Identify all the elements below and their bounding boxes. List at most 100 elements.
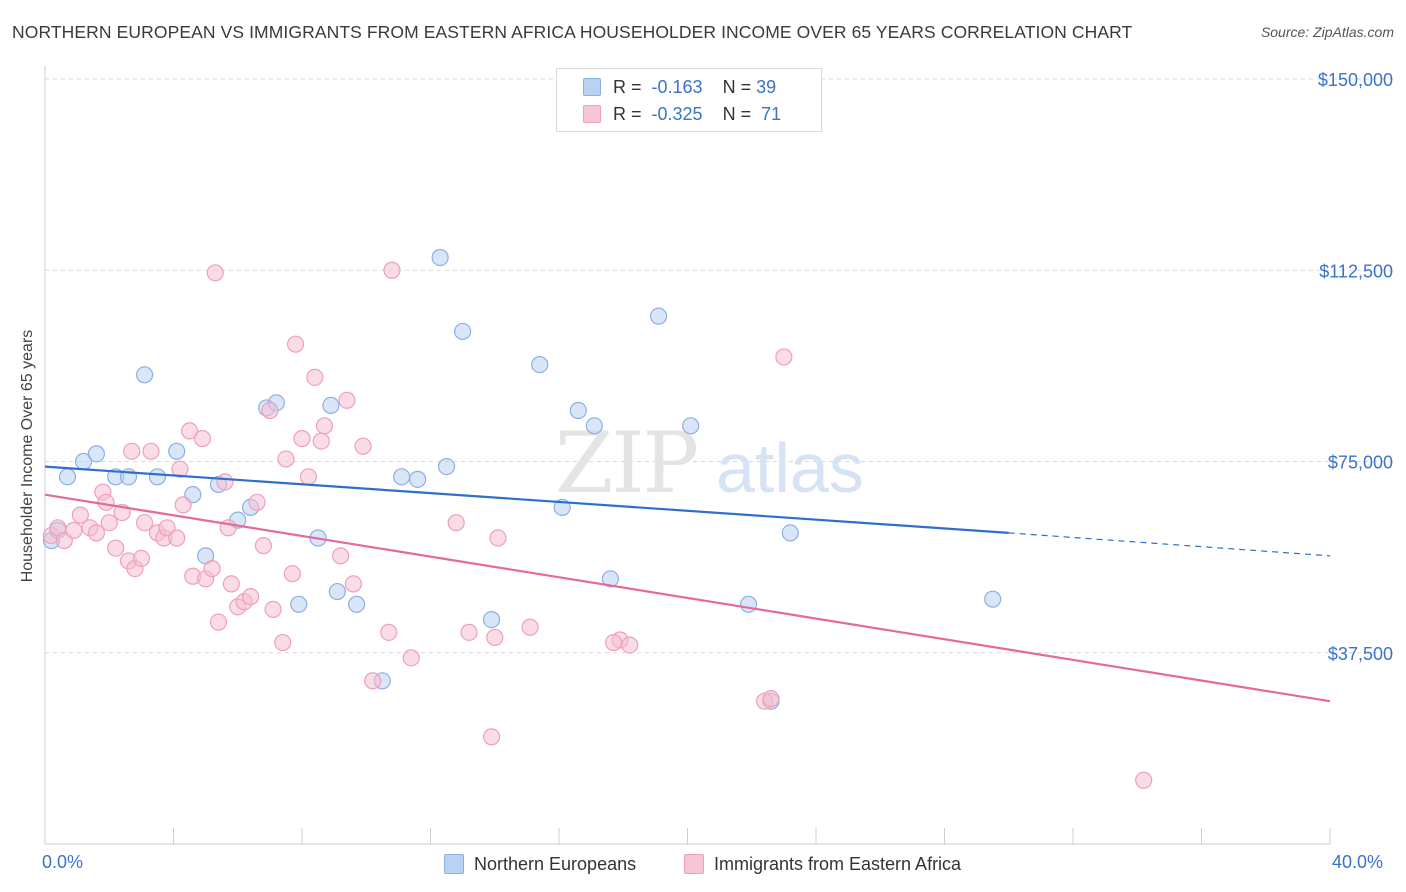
data-point-immigrants-eastern-africa xyxy=(521,618,539,636)
data-point-northern-europeans xyxy=(168,442,186,460)
data-point-immigrants-eastern-africa xyxy=(180,422,199,440)
data-point-northern-europeans xyxy=(585,417,603,435)
data-point-northern-europeans xyxy=(348,595,366,613)
data-point-immigrants-eastern-africa xyxy=(762,690,780,708)
data-point-immigrants-eastern-africa xyxy=(283,565,301,583)
data-point-northern-europeans xyxy=(739,595,758,613)
data-point-immigrants-eastern-africa xyxy=(254,537,273,555)
trend-line-immigrants-eastern-africa xyxy=(44,493,1331,703)
trend-line-northern-europeans xyxy=(44,465,1009,534)
data-point-northern-europeans xyxy=(58,468,77,486)
data-point-northern-europeans xyxy=(437,458,456,476)
data-point-immigrants-eastern-africa xyxy=(315,417,334,435)
data-point-immigrants-eastern-africa xyxy=(71,506,89,524)
data-point-northern-europeans xyxy=(984,590,1002,608)
legend-r-value: -0.163 xyxy=(651,76,703,97)
data-point-immigrants-eastern-africa xyxy=(248,493,266,511)
legend-swatch-blue xyxy=(583,78,601,96)
data-point-immigrants-eastern-africa xyxy=(621,636,639,654)
watermark: ZIP atlas xyxy=(555,414,864,512)
data-point-northern-europeans xyxy=(409,470,427,488)
data-point-immigrants-eastern-africa xyxy=(107,539,125,557)
data-point-immigrants-eastern-africa xyxy=(338,391,356,409)
data-point-immigrants-eastern-africa xyxy=(216,473,234,491)
data-point-immigrants-eastern-africa xyxy=(306,368,324,386)
data-point-immigrants-eastern-africa xyxy=(132,549,150,568)
data-point-immigrants-eastern-africa xyxy=(87,524,106,542)
data-point-immigrants-eastern-africa xyxy=(203,559,221,578)
chart-source: Source: ZipAtlas.com xyxy=(1260,24,1394,40)
data-point-immigrants-eastern-africa xyxy=(482,728,501,746)
data-point-immigrants-eastern-africa xyxy=(261,401,279,420)
data-point-northern-europeans xyxy=(454,322,472,341)
data-point-northern-europeans xyxy=(781,524,799,542)
data-point-immigrants-eastern-africa xyxy=(97,493,115,511)
data-point-immigrants-eastern-africa xyxy=(383,261,401,279)
axes xyxy=(44,66,1331,845)
data-point-northern-europeans xyxy=(569,401,587,420)
y-tick-label: $37,500 xyxy=(1328,644,1393,664)
bottom-legend-immigrants-eastern-africa: Immigrants from Eastern Africa xyxy=(684,852,961,876)
data-point-immigrants-eastern-africa xyxy=(242,588,260,606)
data-point-immigrants-eastern-africa xyxy=(331,547,350,565)
grid-lines xyxy=(45,78,1395,654)
data-point-immigrants-eastern-africa xyxy=(1135,771,1153,789)
legend-swatch-pink xyxy=(583,105,601,123)
y-tick-label: $112,500 xyxy=(1319,261,1393,281)
data-point-immigrants-eastern-africa xyxy=(447,514,465,532)
data-point-immigrants-eastern-africa xyxy=(299,468,318,486)
legend-row-immigrants-eastern-africa: R = -0.325 N = 71 xyxy=(583,101,781,127)
series-immigrants-eastern-africa xyxy=(42,261,1153,789)
legend-n-value: 39 xyxy=(756,76,777,97)
data-point-northern-europeans xyxy=(328,582,346,601)
legend-n-label: N = xyxy=(722,103,752,124)
bottom-legend-swatch-pink xyxy=(684,854,704,874)
data-point-immigrants-eastern-africa xyxy=(344,575,362,593)
svg-text:ZIP: ZIP xyxy=(555,414,697,512)
data-point-immigrants-eastern-africa xyxy=(364,672,382,690)
data-point-northern-europeans xyxy=(290,595,308,613)
data-point-immigrants-eastern-africa xyxy=(222,575,240,593)
legend-r-label: R = xyxy=(613,103,642,124)
svg-text:atlas: atlas xyxy=(716,429,864,507)
legend-n-value: 71 xyxy=(761,103,782,124)
data-point-immigrants-eastern-africa xyxy=(460,623,478,641)
correlation-legend: R = -0.163 N = 39 R = -0.325 N = 71 xyxy=(556,68,822,132)
data-point-immigrants-eastern-africa xyxy=(174,496,192,514)
data-point-immigrants-eastern-africa xyxy=(100,514,118,532)
chart-title: NORTHERN EUROPEAN VS IMMIGRANTS FROM EAS… xyxy=(12,22,1133,42)
data-point-northern-europeans xyxy=(682,417,700,435)
data-point-immigrants-eastern-africa xyxy=(489,529,507,547)
data-point-northern-europeans xyxy=(322,396,340,414)
legend-r-value: -0.325 xyxy=(651,103,703,124)
y-tick-label: $150,000 xyxy=(1318,70,1393,90)
data-point-northern-europeans xyxy=(148,468,167,486)
bottom-legend-northern-europeans: Northern Europeans xyxy=(444,852,636,876)
data-point-immigrants-eastern-africa xyxy=(171,460,189,478)
data-point-immigrants-eastern-africa xyxy=(286,335,305,353)
data-point-immigrants-eastern-africa xyxy=(402,649,420,667)
data-point-immigrants-eastern-africa xyxy=(209,613,228,631)
bottom-legend-label: Northern Europeans xyxy=(474,853,637,874)
legend-row-northern-europeans: R = -0.163 N = 39 xyxy=(583,74,776,100)
trend-lines xyxy=(44,465,1331,703)
data-point-northern-europeans xyxy=(135,366,154,384)
data-point-immigrants-eastern-africa xyxy=(354,437,372,455)
data-point-northern-europeans xyxy=(392,468,411,486)
data-point-northern-europeans xyxy=(601,570,620,588)
data-point-immigrants-eastern-africa xyxy=(277,450,295,468)
x-tick-right: 40.0% xyxy=(1332,852,1384,872)
bottom-legend-swatch-blue xyxy=(444,854,464,874)
x-tick-left: 0.0% xyxy=(42,852,84,872)
legend-r-label: R = xyxy=(613,76,642,97)
data-point-immigrants-eastern-africa xyxy=(293,429,311,448)
data-point-immigrants-eastern-africa xyxy=(193,429,212,448)
data-point-immigrants-eastern-africa xyxy=(65,521,83,539)
data-point-immigrants-eastern-africa xyxy=(264,600,282,619)
data-point-northern-europeans xyxy=(87,445,106,463)
data-point-northern-europeans xyxy=(482,610,501,629)
data-point-immigrants-eastern-africa xyxy=(274,633,292,652)
data-point-immigrants-eastern-africa xyxy=(135,514,154,532)
data-point-immigrants-eastern-africa xyxy=(605,633,623,652)
